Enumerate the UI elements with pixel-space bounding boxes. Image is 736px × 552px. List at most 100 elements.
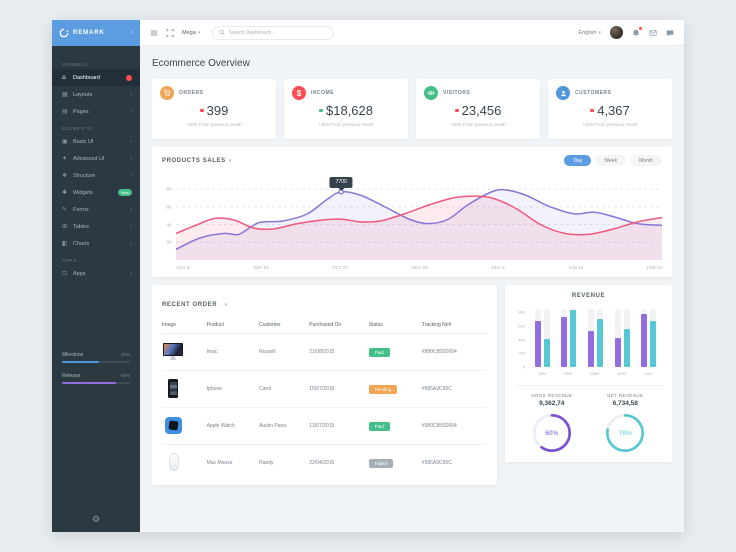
line-chart-plot: 7700	[176, 176, 662, 260]
column-header-tracking-no-: Tracking No#	[421, 318, 487, 334]
stat-card-header: CUSTOMERS	[556, 86, 664, 100]
cell-status: Pending	[368, 370, 422, 408]
sidebar-item-label: Apps	[73, 270, 86, 277]
y-tick-label: 600	[518, 323, 525, 329]
stat-card-visitors: VISITORS 23,456 +20% From previous month	[416, 79, 540, 139]
bar-track	[561, 309, 568, 367]
sidebar-item-dashboard[interactable]: ⌂ Dashboard	[52, 69, 140, 86]
sidebar-item-forms[interactable]: ✎ Forms ›	[52, 201, 140, 218]
app-window: REMARK › GENERAL ⌂ Dashboard ▦ Layouts › ▤ Page…	[52, 20, 684, 532]
cell-purchased-on: 22/04/2015	[309, 460, 335, 466]
user-avatar[interactable]	[610, 26, 623, 39]
products-sales-title: PRODUCTS SALES	[162, 157, 226, 164]
status-badge: Failed	[368, 458, 393, 468]
sidebar-item-pages[interactable]: ▤ Pages ›	[52, 103, 140, 120]
bar-track	[596, 309, 603, 367]
stat-card-label: INCOME	[311, 90, 334, 96]
bar-teal	[650, 321, 657, 367]
bar-track	[623, 309, 630, 367]
dropdown-caret-icon[interactable]: ▾	[224, 302, 228, 308]
stat-card-orders: ORDERS 399 +40% From previous month	[152, 79, 276, 139]
range-button-month[interactable]: Month	[630, 155, 662, 166]
stat-card-header: VISITORS	[424, 86, 532, 100]
bar-group-mar	[587, 309, 603, 367]
y-tick-label: 2K	[166, 239, 172, 245]
cell-image	[162, 370, 207, 408]
brand-logo[interactable]: REMARK ›	[52, 20, 140, 46]
column-header-image: Image	[162, 318, 207, 334]
sidebar-item-label: Widgets	[73, 189, 93, 196]
products-sales-header: PRODUCTS SALES ▾ Day Week Month	[162, 155, 662, 166]
sidebar-item-structure[interactable]: ❖ Structure ›	[52, 167, 140, 184]
status-badge: Pending	[368, 384, 398, 394]
range-button-week[interactable]: Week	[595, 155, 627, 166]
notifications-button[interactable]	[632, 25, 643, 37]
dropdown-caret-icon[interactable]: ▾	[228, 157, 232, 164]
messages-button[interactable]	[666, 29, 674, 37]
mega-menu-label: Mega	[182, 29, 196, 36]
y-axis-labels: 0 200 400 600 800	[515, 309, 529, 370]
sidebar-item-widgets[interactable]: ✱ Widgets New	[52, 184, 140, 201]
net-revenue-value: 6,734,58	[612, 400, 638, 407]
range-button-day[interactable]: Day	[564, 155, 592, 166]
sidebar-item-advanced-ui[interactable]: ✦ Advanced UI ›	[52, 150, 140, 167]
chevron-right-icon: ›	[130, 108, 132, 115]
sidebar-item-label: Pages	[73, 108, 89, 115]
bar-purple	[534, 320, 541, 367]
sidebar-item-label: Basic UI	[73, 138, 94, 145]
chevron-right-icon: ›	[130, 240, 132, 247]
revenue-summary: GROS REVENUE 9,362,74 60% NE	[515, 393, 662, 453]
eye-icon	[424, 86, 438, 100]
x-tick-label: FEB	[564, 371, 572, 376]
language-dropdown[interactable]: English ▾	[578, 30, 601, 36]
x-tick-label: MAY	[644, 371, 653, 376]
sidebar-item-charts[interactable]: ◧ Charts ›	[52, 235, 140, 252]
cell-product: Iphone	[206, 370, 260, 408]
bar-track	[641, 309, 648, 367]
stat-card-value: 23,456	[424, 103, 532, 118]
topbar: Mega ▾ English ▾	[140, 20, 684, 46]
sidebar-item-label: Structure	[73, 172, 96, 179]
products-sales-chart: 2K 4K 6K 8K 7700	[162, 176, 662, 260]
cell-tracking: #985A3C95C	[421, 460, 452, 466]
progress-value: 60%	[120, 373, 130, 378]
y-tick-label: 8K	[166, 186, 172, 192]
cell-status: Paid	[368, 407, 422, 445]
sidebar-item-tables[interactable]: ⊞ Tables ›	[52, 218, 140, 235]
mega-menu-dropdown[interactable]: Mega ▾	[182, 30, 200, 36]
main-area: Mega ▾ English ▾	[140, 20, 684, 532]
fullscreen-button[interactable]	[166, 28, 174, 37]
sidebar-item-basic-ui[interactable]: ▣ Basic UI ›	[52, 133, 140, 150]
bar-group-may	[641, 309, 657, 367]
inbox-button[interactable]	[649, 29, 657, 37]
stat-card-subtitle: +20% From previous month	[582, 122, 638, 127]
search-input[interactable]	[228, 29, 328, 36]
sidebar-item-layouts[interactable]: ▦ Layouts ›	[52, 86, 140, 103]
menu-toggle-button[interactable]	[150, 29, 158, 37]
stat-card-number: 23,456	[461, 103, 502, 118]
sidebar-item-apps[interactable]: ⊡ Apps ›	[52, 265, 140, 282]
sidebar-collapse-icon[interactable]: ›	[131, 30, 133, 36]
revenue-bar-chart: 0 200 400 600 800	[515, 309, 662, 370]
table-row[interactable]: Apple Watch Austin Pana 13/07/2015 Paid #980…	[162, 407, 487, 445]
table-row[interactable]: Iphone Carol 15/07/2015 Pending #985A3C95C	[162, 370, 487, 408]
cell-status: Paid	[368, 333, 422, 371]
search-icon	[219, 29, 225, 35]
bar-teal	[543, 339, 550, 367]
x-axis-labels: JAN FEB MAR APR MAY	[529, 371, 662, 376]
table-row[interactable]: Mac Mouse Randy 22/04/2015 Failed #985A3C95C	[162, 445, 487, 482]
delta-indicator	[199, 109, 204, 112]
table-header-row: Image Product Customer Purchased On Status Tr…	[162, 318, 487, 334]
stat-card-value: 4,367	[556, 103, 664, 118]
table-row[interactable]: Imac Russell 21/08/2015 Paid #980C855D064	[162, 333, 487, 371]
recent-order-panel: RECENT ORDER ▾ Image Product Customer Purch…	[152, 285, 497, 485]
charts-icon: ◧	[62, 240, 68, 247]
stat-card-header: $ INCOME	[292, 86, 400, 100]
stat-card-income: $ INCOME $18,628 +40% From previous month	[284, 79, 408, 139]
sidebar-settings-button[interactable]: ⚙	[52, 508, 140, 532]
sidebar-section-header: APPS	[62, 258, 77, 263]
range-button-group: Day Week Month	[564, 155, 662, 166]
stat-cards-row: ORDERS 399 +40% From previous month $ INCOME…	[152, 79, 672, 139]
cell-status: Failed	[368, 445, 422, 482]
